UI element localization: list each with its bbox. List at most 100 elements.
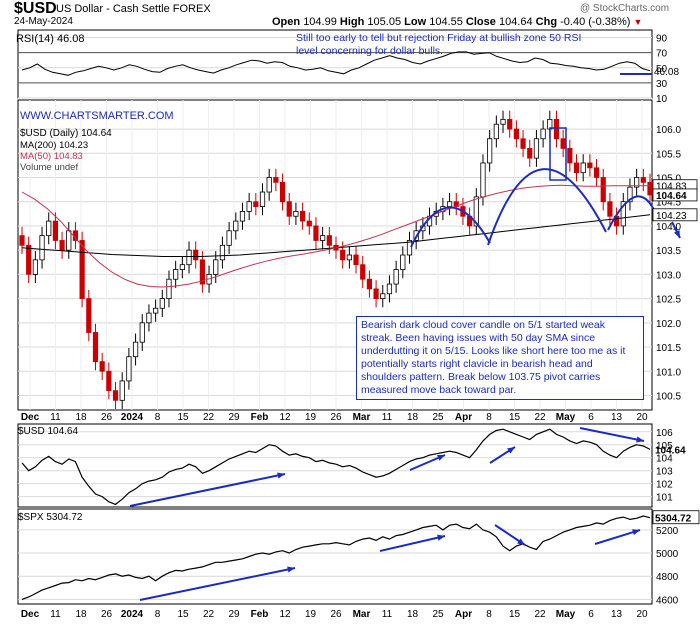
spx-x-tick-label: 2024 [121,609,144,620]
candle-body [153,307,159,314]
spx-last-value-tag [652,510,700,525]
candle-body [299,211,306,222]
spx-panel-frame [17,508,653,605]
candle-body [19,235,25,246]
candle-body [112,390,119,401]
spx-x-tick-label: 11 [382,609,393,620]
spx-x-tick-label: May [556,609,576,620]
down-arrow-icon: ▼ [633,17,643,27]
spx-trend-arrow-1-head [287,566,295,573]
rsi-panel-title: RSI(14) 46.08 [16,33,85,45]
candle-body [573,162,580,174]
price-tick-label: 103.0 [656,270,681,281]
candle-body [406,240,413,256]
candle-body [647,181,653,196]
candle-body [46,220,52,237]
chg-label: Chg [535,16,558,28]
candle-body [340,249,346,261]
spx-x-tick-label: 15 [509,609,521,620]
candle-body [600,177,606,203]
price-x-tick-label: Apr [455,412,472,423]
spx-x-tick-label: 22 [534,609,546,620]
candle-body [146,312,152,324]
candle-body [139,322,145,343]
spx-x-tick-label: 29 [228,609,240,620]
candle-body [99,361,105,372]
usd-trend-arrow-3-head [507,447,515,454]
price-x-tick-label: 11 [382,412,393,423]
usd-last-value: 104.64 [655,445,686,456]
site-url: WWW.CHARTSMARTER.COM [20,110,174,122]
candle-body [166,278,172,299]
spx-x-tick-label: 19 [305,609,317,620]
ma50-legend: MA(50) 104.83 [20,151,83,162]
price-x-tick-label: Feb [251,412,269,423]
candle-body [493,123,499,140]
candle-body [567,148,573,164]
spx-tick-label: 4600 [656,595,679,606]
price-x-tick-label: 20 [636,412,648,423]
candle-body [273,177,279,183]
spx-x-tick-label: Apr [455,609,472,620]
price-tick-label: 100.5 [656,391,681,402]
high-label: High [339,16,365,28]
price-tick-label: 102.5 [656,295,681,306]
candle-body [26,244,32,275]
rsi-tick-label: 50 [656,64,668,75]
rsi-last-value: 46.08 [654,67,679,78]
candle-body [353,254,359,266]
spx-line [21,515,651,600]
symbol-title: $USD [14,0,57,17]
candle-body [634,177,640,188]
candle-body [279,181,286,203]
usd-panel-title: $USD 104.64 [18,426,79,437]
candle-body [593,167,600,178]
candle-body [119,380,125,401]
high-value: 105.05 [367,16,402,28]
price-x-tick-label: 25 [432,412,444,423]
candle-body [199,259,205,285]
candle-body [293,211,299,217]
price-x-tick-label: 8 [486,412,492,423]
spx-x-tick-label: 11 [50,609,61,620]
candle-body [213,259,219,275]
rsi-tick-label: 10 [656,94,668,105]
candle-body [92,332,99,362]
spx-x-tick-label: 25 [432,609,444,620]
usd-trend-arrow-4 [579,427,645,442]
price-last-value-label: 104.83 [656,182,687,193]
price-x-tick-label: Dec [21,412,40,423]
price-tick-label: 105.0 [656,174,681,185]
right-shoulder-arc [607,195,655,231]
price-down-arrow-head [673,230,680,238]
candle-body [233,220,239,232]
usd-line [21,428,651,506]
open-value: 104.99 [303,16,337,28]
candle-body [239,211,246,222]
spx-x-tick-label: 15 [177,609,189,620]
price-panel-frame [17,99,653,411]
candle-body [627,186,633,203]
usd-trend-arrow-4-head [636,436,644,443]
spx-x-tick-label: 18 [75,609,87,620]
candle-body [313,225,319,241]
watermark: @ StockCharts.com [580,3,670,14]
candle-body [580,162,586,174]
spx-x-tick-label: 6 [588,609,594,620]
price-x-tick-label: 18 [75,412,87,423]
price-last-value-label: 104.23 [656,211,687,222]
price-last-value-label: 104.64 [656,191,687,202]
spx-x-tick-label: 13 [611,609,623,620]
low-value: 104.55 [429,16,463,28]
candle-body [59,240,65,251]
price-x-tick-label: 19 [305,412,317,423]
price-tick-label: 103.5 [656,246,681,257]
spx-x-tick-label: Mar [353,609,371,620]
candle-body [259,191,266,207]
candle-body [226,230,232,246]
candle-body [126,356,132,382]
price-x-tick-label: 26 [330,412,342,423]
candle-body [219,244,226,261]
candle-body [446,201,453,207]
candle-body [266,177,272,193]
